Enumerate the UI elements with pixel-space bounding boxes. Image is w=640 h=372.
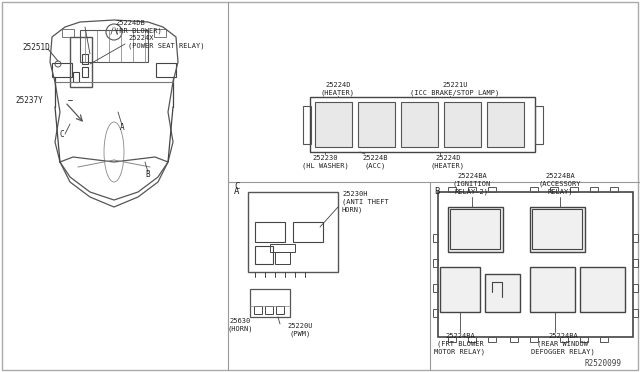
Text: R2520099: R2520099 — [585, 359, 622, 369]
Bar — [265, 306, 273, 314]
Text: 25224BA
(FRT BLOWER
MOTOR RELAY): 25224BA (FRT BLOWER MOTOR RELAY) — [435, 333, 486, 355]
Bar — [255, 222, 285, 242]
Text: 25230H
(ANTI THEFT
HORN): 25230H (ANTI THEFT HORN) — [342, 191, 388, 213]
Bar — [62, 29, 74, 37]
Text: 25224B
(ACC): 25224B (ACC) — [362, 155, 388, 169]
Bar — [610, 187, 618, 192]
Bar — [633, 309, 638, 317]
Bar — [448, 187, 456, 192]
Bar — [358, 102, 395, 147]
Bar — [80, 30, 148, 62]
Bar — [532, 209, 582, 249]
Text: A: A — [120, 122, 124, 131]
Text: 25237Y: 25237Y — [15, 96, 43, 105]
Bar — [293, 222, 323, 242]
Bar — [52, 63, 72, 77]
Bar — [580, 337, 588, 342]
Text: 25224D
(HEATER): 25224D (HEATER) — [321, 82, 355, 96]
Bar — [270, 244, 295, 252]
Bar — [580, 267, 625, 312]
Bar — [488, 187, 496, 192]
Bar — [450, 209, 500, 249]
Text: 25220U
(PWM): 25220U (PWM) — [287, 323, 313, 337]
Text: 25224X
(POWER SEAT RELAY): 25224X (POWER SEAT RELAY) — [128, 35, 205, 49]
Bar — [440, 267, 480, 312]
Bar — [433, 234, 438, 242]
Bar — [444, 102, 481, 147]
Bar — [448, 207, 503, 252]
Bar — [82, 67, 88, 77]
Bar — [315, 102, 352, 147]
Bar — [468, 337, 476, 342]
Bar — [488, 337, 496, 342]
Bar — [303, 106, 311, 144]
Text: 25224D
(HEATER): 25224D (HEATER) — [431, 155, 465, 169]
Bar — [590, 187, 598, 192]
Bar — [448, 337, 456, 342]
Bar — [530, 187, 538, 192]
Bar — [633, 234, 638, 242]
Bar — [310, 97, 535, 152]
Text: 25221U
(ICC BRAKE/STOP LAMP): 25221U (ICC BRAKE/STOP LAMP) — [410, 82, 500, 96]
Bar — [633, 259, 638, 267]
Text: B: B — [146, 170, 150, 179]
Bar — [560, 337, 568, 342]
Bar — [276, 306, 284, 314]
Bar — [250, 289, 290, 317]
Bar — [535, 106, 543, 144]
Bar — [254, 306, 262, 314]
Text: 25224DB
(RR BLOWER): 25224DB (RR BLOWER) — [115, 20, 162, 34]
Text: 25224BA
(ACCESSORY
RELAY): 25224BA (ACCESSORY RELAY) — [539, 173, 581, 195]
Bar — [570, 187, 578, 192]
Bar — [510, 337, 518, 342]
Bar — [73, 72, 79, 82]
Bar — [275, 252, 290, 264]
Bar — [248, 192, 338, 272]
Bar — [156, 63, 176, 77]
Text: 25630
(HORN): 25630 (HORN) — [227, 318, 253, 332]
Text: 25224BA
(IGNITION
RELAY-2): 25224BA (IGNITION RELAY-2) — [453, 173, 491, 195]
Bar — [433, 284, 438, 292]
Bar — [255, 246, 273, 264]
Bar — [438, 192, 633, 337]
Text: 25251D: 25251D — [22, 42, 50, 51]
Text: B: B — [434, 187, 440, 196]
Bar — [433, 309, 438, 317]
Bar — [70, 37, 92, 87]
Text: C: C — [234, 182, 239, 191]
Bar — [487, 102, 524, 147]
Bar — [550, 187, 558, 192]
Bar — [154, 29, 166, 37]
Text: A: A — [234, 187, 239, 196]
Bar — [530, 207, 585, 252]
Bar — [530, 267, 575, 312]
Bar — [633, 284, 638, 292]
Bar — [468, 187, 476, 192]
Bar — [530, 337, 538, 342]
Bar — [82, 54, 88, 64]
Bar — [485, 274, 520, 312]
Bar — [401, 102, 438, 147]
Bar — [433, 259, 438, 267]
Bar — [600, 337, 608, 342]
Text: C: C — [60, 129, 64, 138]
Text: 252230
(HL WASHER): 252230 (HL WASHER) — [301, 155, 348, 169]
Text: 25224BA
(REAR WINDOW
DEFOGGER RELAY): 25224BA (REAR WINDOW DEFOGGER RELAY) — [531, 333, 595, 355]
